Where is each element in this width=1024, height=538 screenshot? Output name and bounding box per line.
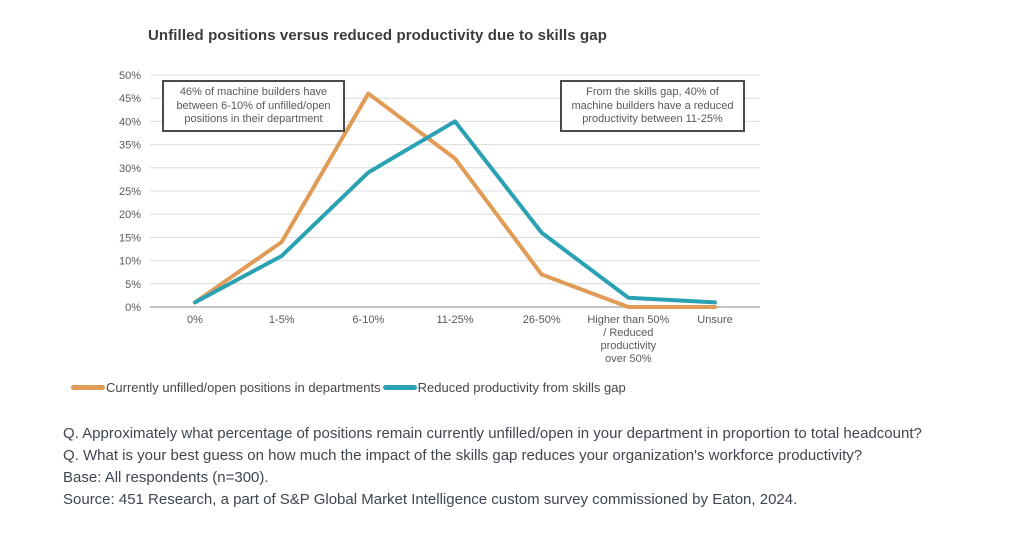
- x-tick-label: / Reduced: [603, 327, 653, 339]
- line-chart: 0% 5% 10% 15% 20% 25% 30% 35% 40% 45% 50% 0% 1-5% 6-1…: [119, 70, 760, 365]
- y-tick-label: 40%: [119, 116, 141, 128]
- y-tick-label: 50%: [119, 70, 141, 82]
- chart-legend: Currently unfilled/open positions in dep…: [71, 380, 626, 395]
- y-tick-label: 45%: [119, 93, 141, 105]
- x-tick-label: Higher than 50%: [587, 314, 669, 326]
- y-tick-label: 25%: [119, 186, 141, 198]
- series-line-0: [193, 91, 717, 309]
- x-tick-label: 1-5%: [269, 314, 295, 326]
- x-tick-label: over 50%: [605, 353, 652, 365]
- legend-swatch-reduced-productivity: [382, 385, 417, 390]
- y-tick-label: 0%: [125, 302, 141, 314]
- chart-title: Unfilled positions versus reduced produc…: [148, 27, 607, 44]
- annotation-unfilled-peak: 46% of machine builders have between 6-1…: [162, 80, 345, 132]
- y-tick-label: 20%: [119, 209, 141, 221]
- footer-question-1: Q. Approximately what percentage of posi…: [63, 425, 922, 442]
- footer-notes: Q. Approximately what percentage of posi…: [63, 423, 922, 511]
- y-tick-label: 10%: [119, 256, 141, 268]
- legend-swatch-unfilled-positions: [71, 385, 105, 390]
- footer-source: Source: 451 Research, a part of S&P Glob…: [63, 491, 798, 508]
- y-tick-label: 30%: [119, 163, 141, 175]
- x-tick-label: Unsure: [697, 314, 732, 326]
- footer-question-2: Q. What is your best guess on how much t…: [63, 447, 863, 464]
- legend-label-unfilled-positions: Currently unfilled/open positions in dep…: [106, 380, 381, 395]
- y-tick-label: 5%: [125, 279, 141, 291]
- legend-label-reduced-productivity: Reduced productivity from skills gap: [417, 380, 626, 395]
- x-tick-label: productivity: [601, 340, 657, 352]
- annotation-productivity-peak: From the skills gap, 40% of machine buil…: [560, 80, 745, 132]
- y-tick-label: 15%: [119, 232, 141, 244]
- y-tick-label: 35%: [119, 140, 141, 152]
- x-tick-label: 26-50%: [523, 314, 561, 326]
- x-tick-label: 0%: [187, 314, 203, 326]
- x-tick-label: 11-25%: [436, 314, 473, 326]
- x-tick-label: 6-10%: [352, 314, 384, 326]
- series-line-1: [193, 119, 717, 305]
- footer-base: Base: All respondents (n=300).: [63, 469, 269, 486]
